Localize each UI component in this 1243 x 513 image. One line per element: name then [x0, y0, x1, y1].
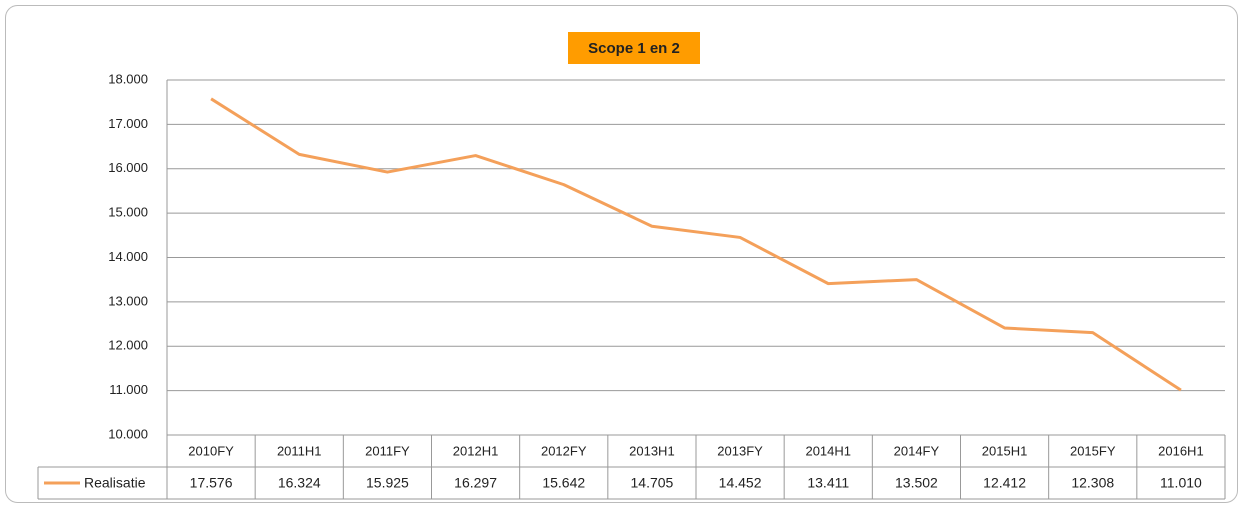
x-tick-label: 2015H1 — [982, 443, 1028, 458]
y-tick-label: 17.000 — [108, 116, 148, 131]
x-tick-label: 2014FY — [894, 443, 940, 458]
y-tick-label: 12.000 — [108, 338, 148, 353]
y-tick-label: 16.000 — [108, 160, 148, 175]
data-table-value: 16.324 — [278, 475, 321, 491]
y-tick-label: 10.000 — [108, 426, 148, 441]
data-table-value: 14.705 — [631, 475, 674, 491]
data-table-value: 13.411 — [807, 475, 849, 491]
x-tick-label: 2013H1 — [629, 443, 675, 458]
title-box — [568, 32, 700, 64]
x-tick-label: 2010FY — [188, 443, 234, 458]
data-table-value: 16.297 — [454, 475, 497, 491]
x-tick-label: 2011FY — [365, 443, 410, 458]
y-tick-label: 18.000 — [108, 71, 148, 86]
series-line — [210, 97, 1182, 392]
data-table-value: 12.412 — [983, 475, 1026, 491]
data-table-value: 12.308 — [1071, 475, 1114, 491]
chart-frame — [5, 5, 1238, 503]
data-table-value: 17.576 — [190, 475, 233, 491]
x-tick-label: 2016H1 — [1158, 443, 1204, 458]
data-table-value: 15.642 — [542, 475, 585, 491]
legend-label: Realisatie — [84, 475, 146, 491]
x-tick-label: 2011H1 — [277, 443, 322, 458]
y-tick-label: 13.000 — [108, 293, 148, 308]
y-tick-label: 14.000 — [108, 249, 148, 264]
y-tick-label: 11.000 — [109, 382, 148, 397]
data-table-value: 13.502 — [895, 475, 938, 491]
data-table-value: 14.452 — [719, 475, 762, 491]
x-tick-label: 2015FY — [1070, 443, 1116, 458]
y-tick-label: 15.000 — [108, 205, 148, 220]
x-tick-label: 2012H1 — [453, 443, 499, 458]
x-tick-label: 2013FY — [717, 443, 763, 458]
data-table-value: 11.010 — [1160, 475, 1202, 491]
x-tick-label: 2014H1 — [805, 443, 851, 458]
x-tick-label: 2012FY — [541, 443, 587, 458]
chart-title: Scope 1 en 2 — [588, 40, 680, 57]
data-table-value: 15.925 — [366, 475, 409, 491]
